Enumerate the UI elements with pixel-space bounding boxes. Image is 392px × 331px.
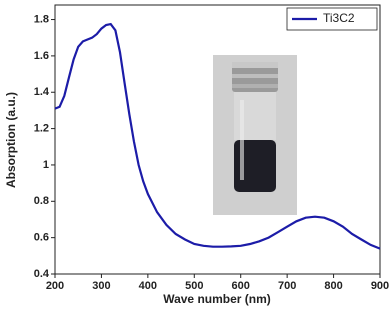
y-tick-label: 1.6 <box>34 50 49 62</box>
legend-box <box>286 7 378 31</box>
plot-frame <box>54 4 381 275</box>
x-axis-label: Wave number (nm) <box>163 292 271 306</box>
y-tick-label: 1.2 <box>34 123 49 135</box>
x-tick-label: 600 <box>232 280 250 292</box>
x-tick-label: 500 <box>185 280 203 292</box>
x-tick-label: 300 <box>92 280 110 292</box>
y-tick-label: 1 <box>43 159 49 171</box>
series-line <box>54 22 381 250</box>
x-tick-label: 200 <box>46 280 64 292</box>
y-tick-label: 1.8 <box>34 13 49 25</box>
x-tick-label: 900 <box>371 280 389 292</box>
y-axis-label: Absorption (a.u.) <box>4 92 18 188</box>
y-tick-label: 0.4 <box>34 268 50 280</box>
y-tick-label: 1.4 <box>34 86 50 98</box>
x-tick-label: 700 <box>278 280 296 292</box>
inset-photo <box>213 55 297 215</box>
x-tick-label: 400 <box>139 280 157 292</box>
legend-label: Ti3C2 <box>323 11 355 25</box>
y-tick-label: 0.8 <box>34 195 49 207</box>
y-tick-label: 0.6 <box>34 232 49 244</box>
x-tick-label: 800 <box>324 280 342 292</box>
